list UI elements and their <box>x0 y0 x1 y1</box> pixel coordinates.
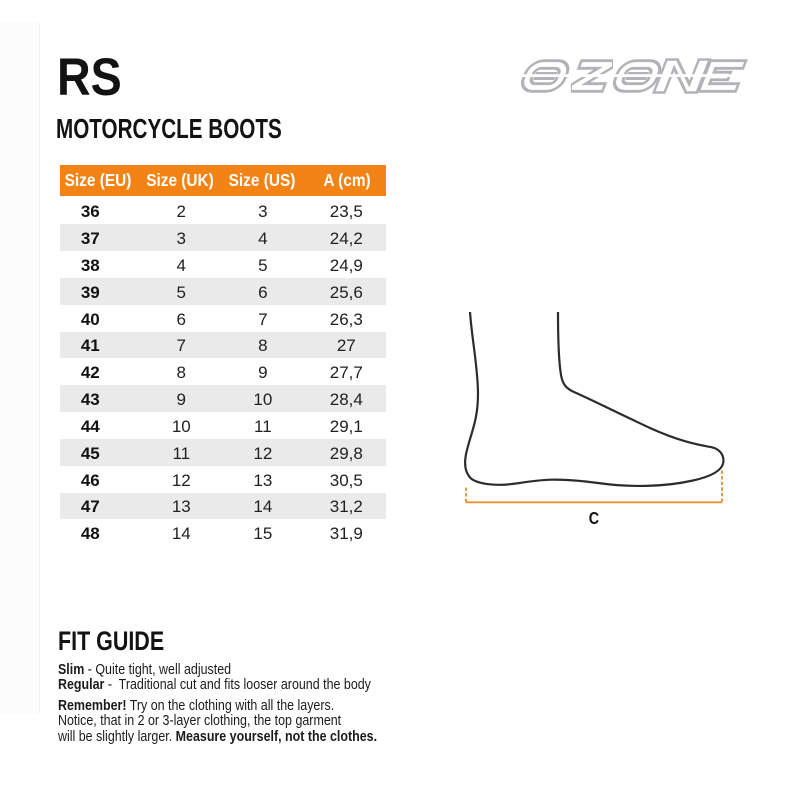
svg-text:C: C <box>589 510 600 529</box>
